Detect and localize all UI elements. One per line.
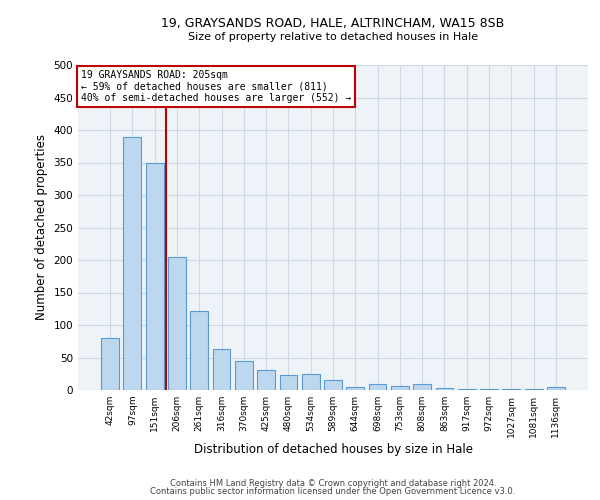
Text: 19 GRAYSANDS ROAD: 205sqm
← 59% of detached houses are smaller (811)
40% of semi: 19 GRAYSANDS ROAD: 205sqm ← 59% of detac… [80, 70, 351, 103]
Bar [235, 361, 253, 390]
Y-axis label: Number of detached properties: Number of detached properties [35, 134, 48, 320]
Text: Contains HM Land Registry data © Crown copyright and database right 2024.: Contains HM Land Registry data © Crown c… [170, 478, 496, 488]
Bar [212, 349, 230, 390]
Bar [146, 162, 164, 390]
Bar [190, 310, 208, 390]
Bar [257, 370, 275, 390]
Text: Size of property relative to detached houses in Hale: Size of property relative to detached ho… [188, 32, 478, 42]
Bar [101, 338, 119, 390]
Text: Contains public sector information licensed under the Open Government Licence v3: Contains public sector information licen… [151, 487, 515, 496]
Bar [124, 136, 142, 390]
Text: 19, GRAYSANDS ROAD, HALE, ALTRINCHAM, WA15 8SB: 19, GRAYSANDS ROAD, HALE, ALTRINCHAM, WA… [161, 18, 505, 30]
Bar [413, 384, 431, 390]
Bar [302, 374, 320, 390]
Bar [346, 387, 364, 390]
Bar [547, 388, 565, 390]
Bar [436, 388, 454, 390]
Bar [391, 386, 409, 390]
Bar [168, 258, 186, 390]
X-axis label: Distribution of detached houses by size in Hale: Distribution of detached houses by size … [193, 442, 473, 456]
Bar [324, 380, 342, 390]
Bar [368, 384, 386, 390]
Bar [280, 375, 298, 390]
